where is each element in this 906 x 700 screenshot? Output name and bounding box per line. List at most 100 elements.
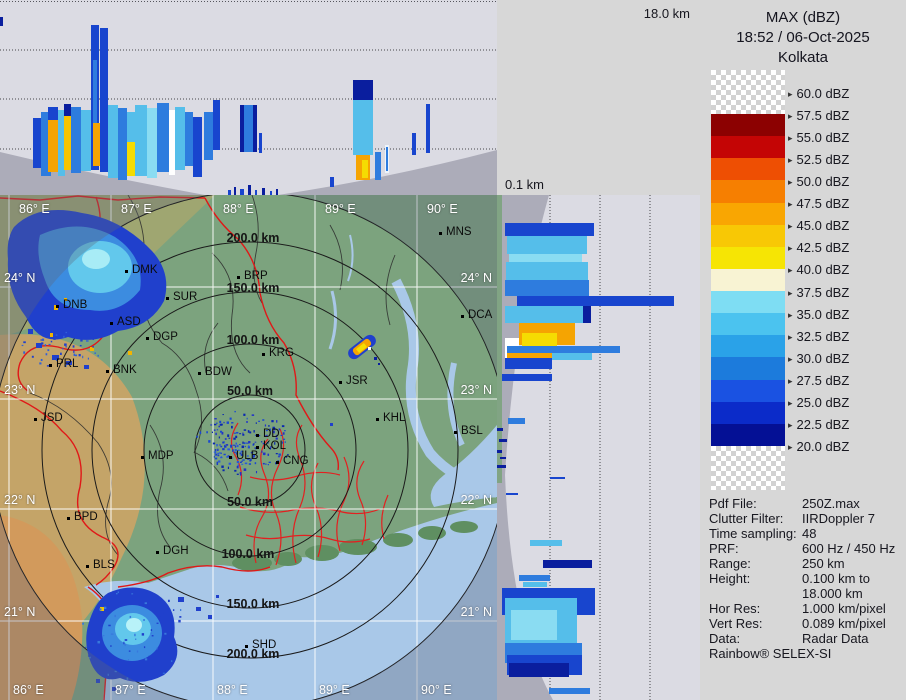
city-marker [256, 434, 259, 437]
city-label: DNB [63, 299, 88, 311]
longitude-label-bottom: 86° E [13, 683, 44, 697]
scale-label: ▸ 52.5 dBZ [788, 152, 849, 167]
info-value: 18.000 km [802, 586, 863, 601]
map-graphics [0, 195, 497, 700]
city-marker [125, 270, 128, 273]
city-label: MDP [148, 450, 174, 462]
scale-label-text: 60.0 dBZ [796, 86, 850, 101]
latitude-label-left: 21° N [4, 605, 36, 619]
info-value: Radar Data [802, 631, 869, 646]
city-label: KHL [383, 412, 406, 424]
range-ring-label: 50.0 km [227, 384, 273, 398]
top-profile-out-of-range-left [0, 152, 205, 195]
city-label: BNK [113, 364, 137, 376]
city-marker [56, 305, 59, 308]
city-label: DGP [153, 331, 178, 343]
city-marker [86, 565, 89, 568]
scale-tick-arrow-icon: ▸ [788, 331, 793, 342]
side-height-profile-panel[interactable] [497, 195, 700, 700]
color-scale-labels: ▸ 60.0 dBZ ▸ 57.5 dBZ ▸ 55.0 dBZ ▸ 52.5 dBZ ▸ 50.… [700, 0, 906, 470]
side-profile-echoes [497, 223, 674, 694]
scale-band [711, 180, 785, 204]
storm-echo-east [348, 334, 380, 365]
storm-echo-northwest [7, 210, 167, 369]
info-value: 1.000 km/pixel [802, 601, 886, 616]
scale-label: ▸ 42.5 dBZ [788, 240, 849, 255]
latitude-label-left: 24° N [4, 271, 36, 285]
city-marker [454, 431, 457, 434]
brand-label: Rainbow® SELEX-SI [709, 646, 832, 661]
map-out-of-range-overlay [0, 195, 497, 700]
scale-band [711, 224, 785, 248]
scale-band [711, 401, 785, 425]
scale-label: ▸ 20.0 dBZ [788, 439, 849, 454]
city-label: SUR [173, 291, 198, 303]
product-title: MAX (dBZ) [765, 9, 841, 26]
city-label: JSD [41, 412, 63, 424]
city-label: ULB [236, 450, 259, 462]
city-marker [461, 315, 464, 318]
city-label: MNS [446, 226, 472, 238]
scale-tick-arrow-icon: ▸ [788, 111, 793, 122]
timestamp: 18:52 / 06-Oct-2025 [736, 29, 870, 46]
scale-label-text: 45.0 dBZ [796, 218, 850, 234]
info-value: IIRDoppler 7 [802, 511, 875, 526]
info-label: Pdf File: [709, 496, 757, 511]
scale-label: ▸ 35.0 dBZ [788, 307, 849, 322]
scale-label: ▸ 55.0 dBZ [788, 130, 849, 145]
scale-tick-arrow-icon: ▸ [788, 155, 793, 166]
info-value: 0.100 km to [802, 571, 870, 586]
latitude-label-right: 21° N [460, 605, 492, 619]
city-marker [141, 456, 144, 459]
city-marker [106, 370, 109, 373]
latitude-label-left: 23° N [4, 383, 36, 397]
info-label: Clutter Filter: [709, 511, 784, 526]
city-marker [110, 322, 113, 325]
info-label: PRF: [709, 541, 739, 556]
scale-label: ▸ 45.0 dBZ [788, 218, 849, 233]
scale-band [711, 379, 785, 403]
latitude-label-right: 22° N [460, 493, 492, 507]
info-value: 0.089 km/pixel [802, 616, 886, 631]
longitude-label-bottom: 87° E [115, 683, 146, 697]
city-label: PRL [56, 358, 79, 370]
city-marker [339, 381, 342, 384]
city-label: DD [263, 428, 280, 440]
scale-band [711, 313, 785, 336]
product-info-block: Pdf File: 250Z.max Clutter Filter: IIRDoppl… [700, 496, 906, 656]
scale-label-text: 25.0 dBZ [796, 394, 850, 410]
scale-label-text: 55.0 dBZ [796, 130, 850, 146]
scale-band [711, 114, 785, 137]
scale-label: ▸ 57.5 dBZ [788, 108, 849, 123]
longitude-label-top: 87° E [121, 202, 152, 216]
info-row: Pdf File: 250Z.max [700, 496, 906, 511]
scale-band [711, 158, 785, 181]
top-height-profile-panel[interactable] [0, 0, 497, 195]
city-marker [276, 461, 279, 464]
city-label: BDW [205, 366, 232, 378]
info-label: Height: [709, 571, 751, 586]
info-value: 250Z.max [802, 496, 860, 511]
height-axis-max-label: 18.0 km [643, 6, 690, 21]
info-row: Vert Res: 0.089 km/pixel [700, 616, 906, 631]
city-label: DCA [468, 309, 493, 321]
city-marker [166, 297, 169, 300]
scale-tick-arrow-icon: ▸ [788, 397, 793, 408]
height-axis-min-label: 0.1 km [505, 177, 545, 192]
scale-label: ▸ 25.0 dBZ [788, 395, 849, 410]
scale-band [711, 423, 785, 447]
info-label: Hor Res: [709, 601, 761, 616]
scale-label-text: 47.5 dBZ [796, 196, 850, 212]
scale-band [711, 335, 785, 359]
title-block: MAX (dBZ) 18:52 / 06-Oct-2025 Kolkata [700, 8, 906, 68]
site-name: Kolkata [777, 49, 829, 66]
city-marker [245, 645, 248, 648]
range-ring-label: 100.0 km [221, 547, 275, 561]
scale-tick-arrow-icon: ▸ [788, 287, 793, 298]
scale-tick-arrow-icon: ▸ [788, 89, 793, 99]
scale-band [711, 136, 785, 159]
range-ring-label: 150.0 km [226, 281, 280, 295]
top-profile-echoes [0, 17, 430, 195]
map-panel[interactable]: MNS DMK BRP SUR DNB DCA ASD DGP KRG PRL BNK BDW JSR J… [0, 195, 497, 700]
